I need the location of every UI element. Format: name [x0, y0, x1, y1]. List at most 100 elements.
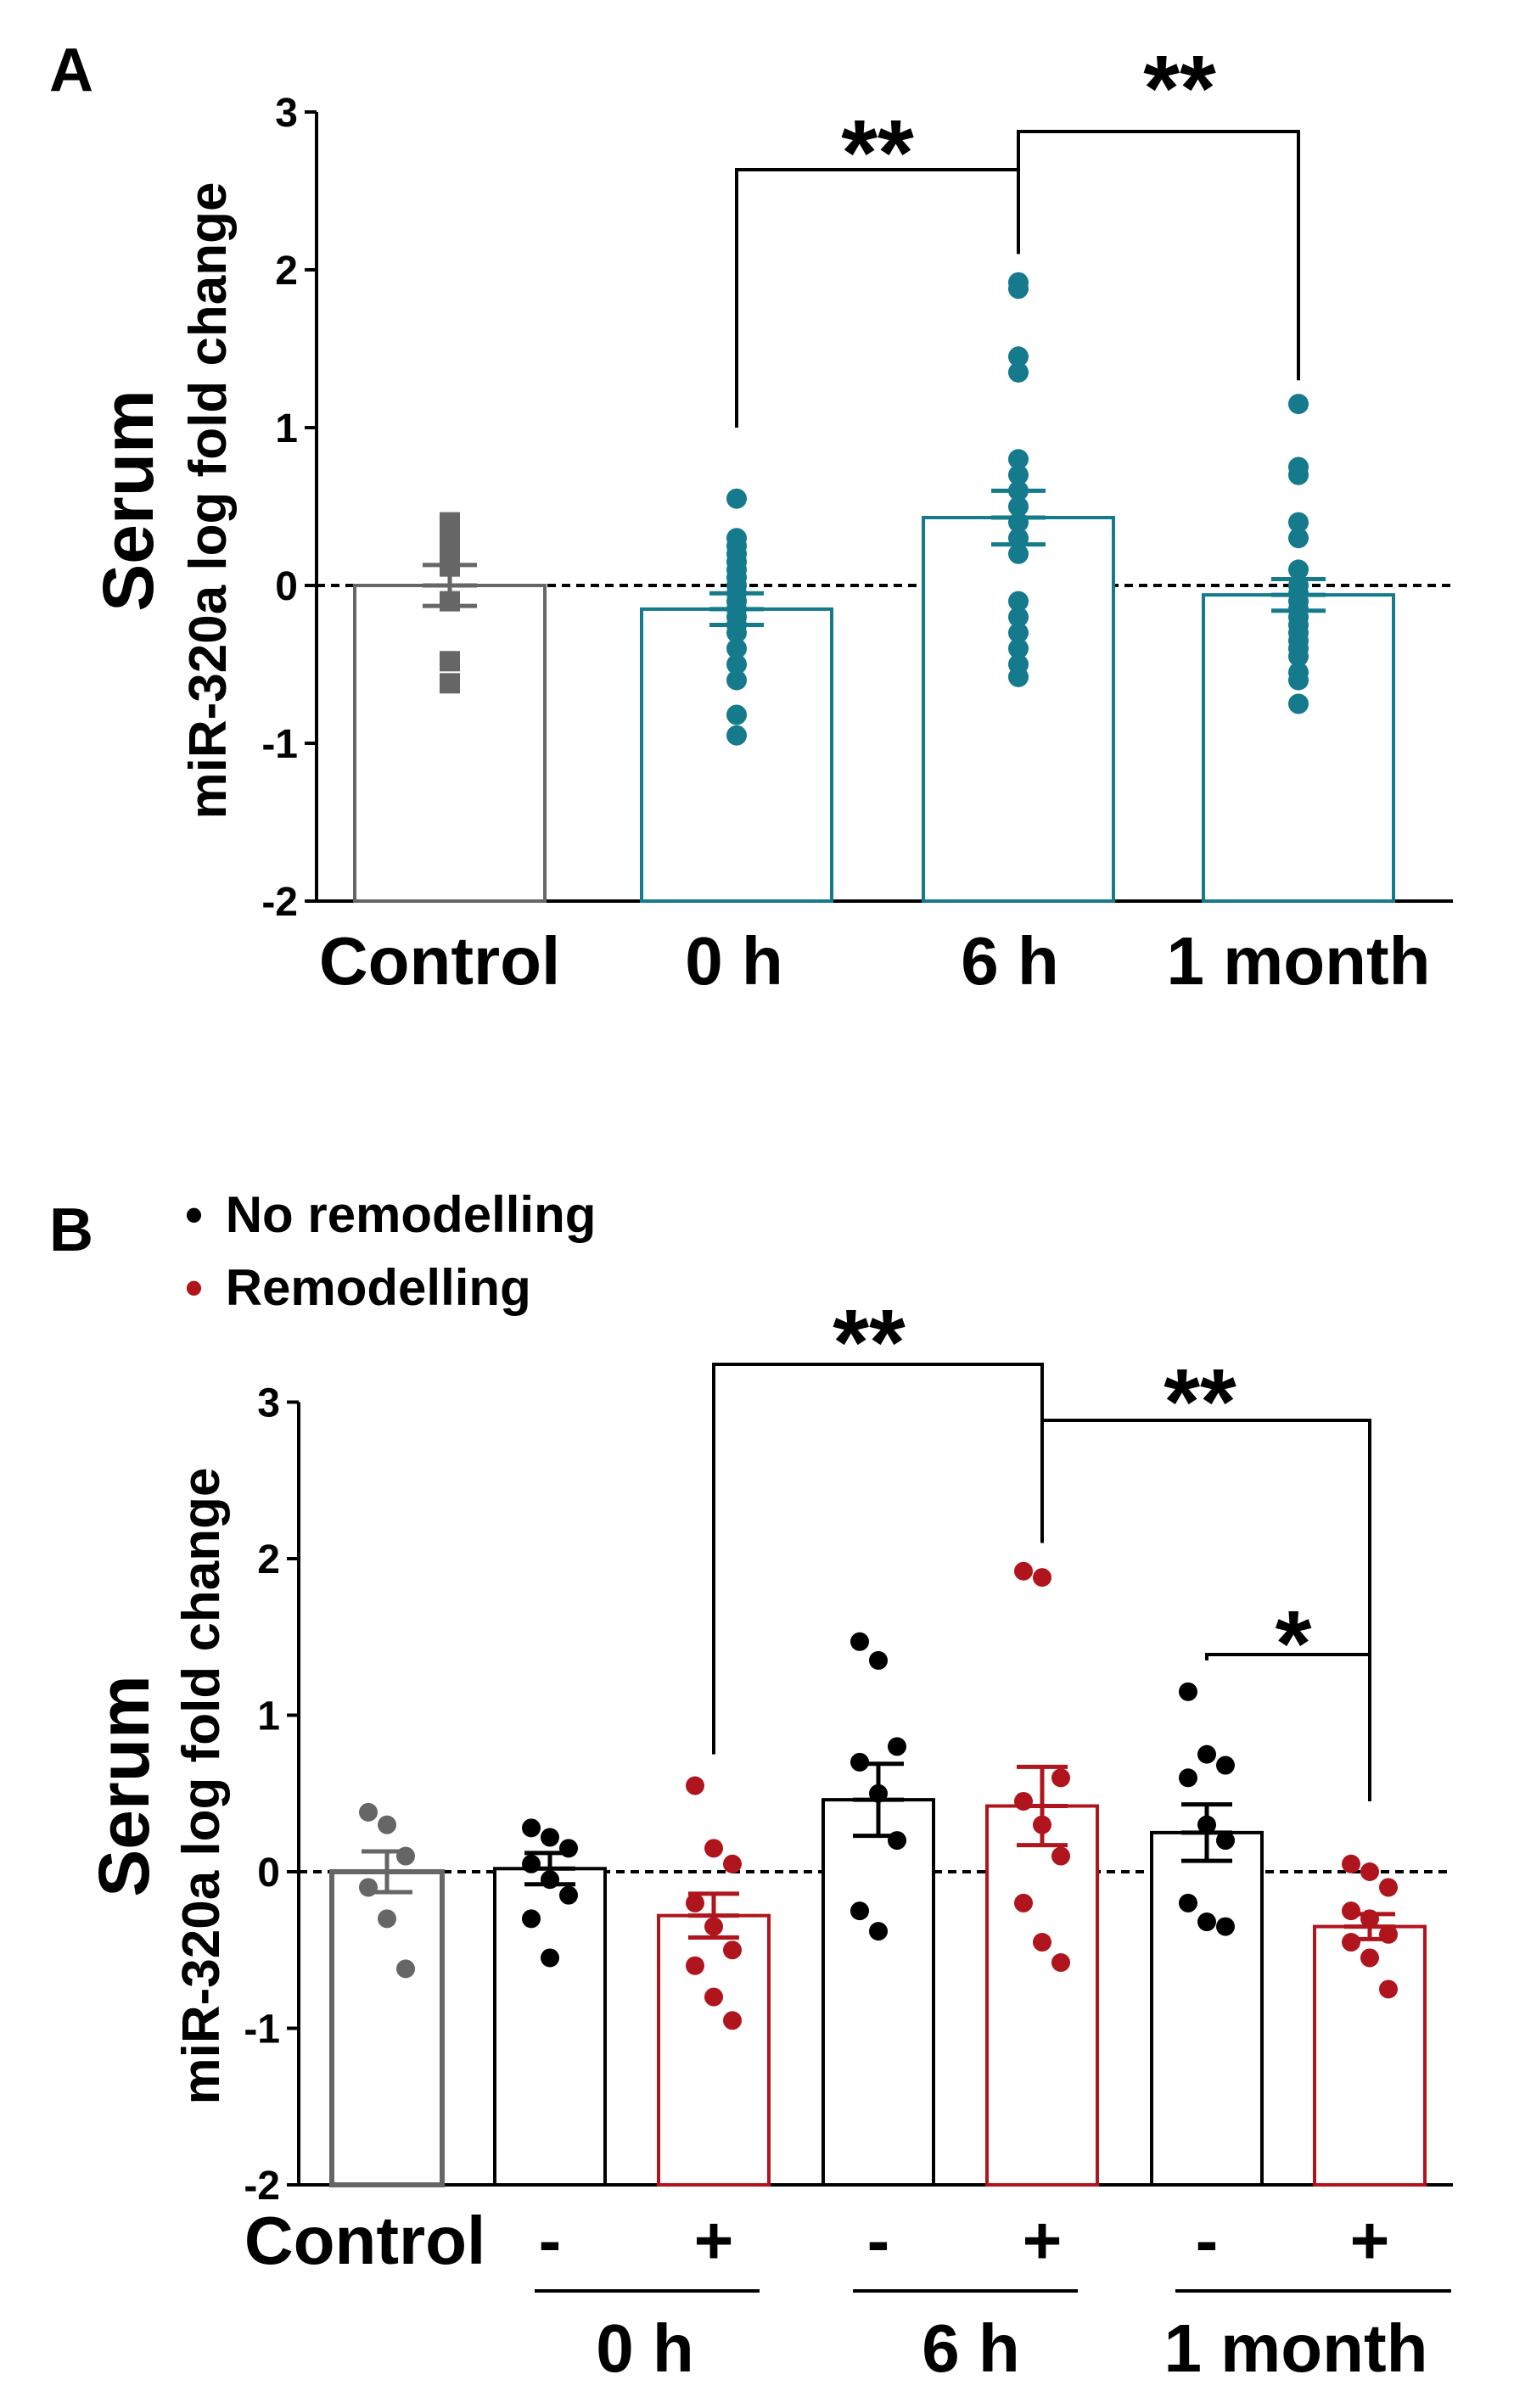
panel-b-data-point — [522, 1818, 541, 1838]
panel-b-group-label: 6 h — [922, 2310, 1020, 2386]
panel-b-data-point — [1342, 1854, 1360, 1873]
panel-b-sign-label: + — [694, 2203, 734, 2278]
panel-a-data-point — [1008, 449, 1029, 470]
panel-b: B • No remodelling • Remodelling Serum m… — [49, 1186, 1453, 2386]
panel-a-data-point — [1288, 464, 1309, 485]
panel-b-bar — [821, 1798, 935, 2187]
panel-a-bar — [922, 516, 1115, 904]
panel-b-data-point — [522, 1909, 541, 1929]
panel-b-ytick-label: -2 — [244, 2164, 280, 2209]
panel-a-data-point — [1008, 346, 1029, 367]
panel-b-sign-label: + — [1350, 2203, 1390, 2278]
panel-a-data-point — [726, 638, 747, 659]
panel-a-data-point — [1288, 693, 1309, 714]
panel-a-ylabel-serum: Serum — [88, 389, 168, 611]
panel-a-bar — [353, 584, 547, 903]
legend: • No remodelling • Remodelling — [185, 1186, 596, 1316]
panel-b-data-point — [1360, 1862, 1379, 1881]
panel-a-ytick-label: 3 — [275, 91, 298, 136]
panel-b-sign-label: - — [867, 2203, 890, 2278]
panel-b-bar — [1150, 1830, 1264, 2187]
panel-b-data-point — [1179, 1768, 1197, 1788]
panel-b-data-point — [1033, 1568, 1051, 1588]
panel-a-data-point — [1288, 669, 1309, 691]
panel-a-ytick-label: -2 — [261, 880, 298, 925]
panel-b-data-point — [1379, 1980, 1398, 1999]
panel-a-data-point — [1008, 278, 1029, 300]
panel-b-sign-label: - — [539, 2203, 562, 2278]
legend-bullet-black: • — [185, 1186, 203, 1243]
panel-b-data-point — [686, 1893, 704, 1912]
panel-a-bracket-6h-1month — [1017, 130, 1300, 381]
panel-b-data-point — [1051, 1953, 1070, 1973]
panel-b-data-point — [541, 1828, 559, 1847]
panel-a-significance-6h-1month: ** — [1143, 36, 1216, 141]
panel-b-group-label: 0 h — [596, 2310, 694, 2386]
panel-b-significance-6h-1month: ** — [1164, 1350, 1236, 1454]
panel-a-ytick-label: 2 — [275, 249, 298, 294]
panel-b-data-point — [559, 1885, 578, 1905]
panel-a-bracket-0h-6h — [735, 168, 1020, 428]
panel-a-category-label: 0 h — [685, 923, 783, 999]
panel-a-data-point — [726, 725, 747, 746]
panel-b-bar — [657, 1913, 771, 2187]
panel-a-ytick-label: 0 — [275, 564, 298, 609]
panel-a-data-point — [726, 622, 747, 643]
panel-b-ytick-label: 1 — [257, 1694, 280, 1739]
panel-b-data-point — [888, 1737, 906, 1756]
panel-b-ytick-label: 0 — [257, 1851, 280, 1896]
panel-b-bracket-1month — [1205, 1653, 1370, 1660]
panel-b-data-point — [396, 1959, 415, 1979]
panel-a-data-point — [726, 488, 747, 509]
panel-b-label: B — [49, 1196, 93, 1264]
panel-b-ytick-label: 2 — [257, 1537, 280, 1582]
panel-a-data-point — [1008, 666, 1029, 687]
panel-b-data-point — [704, 1839, 723, 1858]
panel-b-data-point — [850, 1901, 869, 1921]
panel-a-data-point — [1288, 528, 1309, 549]
panel-b-data-point — [1216, 1756, 1235, 1775]
panel-a-ytick-label: -1 — [261, 722, 298, 767]
panel-b-data-point — [723, 2011, 742, 2030]
panel-b-data-point — [704, 1987, 723, 2007]
panel-a-data-point — [1288, 512, 1309, 533]
panel-a-category-label: Control — [319, 923, 560, 999]
panel-b-data-point — [686, 1776, 704, 1795]
panel-b-data-point — [1360, 1948, 1379, 1968]
panel-a-data-point — [726, 654, 747, 675]
panel-b-ytick-label: -1 — [244, 2008, 280, 2052]
panel-b-data-point — [686, 1956, 704, 1975]
panel-b-data-point — [1051, 1846, 1070, 1866]
panel-a-data-point — [726, 704, 747, 725]
panel-b-sign-label: + — [1023, 2203, 1063, 2278]
panel-a-data-point — [726, 669, 747, 691]
panel-b-data-point — [1216, 1831, 1235, 1851]
panel-b-bracket-6h-1month — [1040, 1364, 1371, 1801]
panel-a-ytick-label: 1 — [275, 406, 298, 451]
panel-b-data-point — [378, 1815, 396, 1834]
panel-b-bar — [493, 1867, 607, 2187]
panel-a: A Serum miR-320a log fold change 3 2 1 0 -1 -… — [49, 36, 1453, 999]
panel-b-group-label: 1 month — [1164, 2310, 1427, 2386]
panel-b-data-point — [869, 1650, 888, 1670]
legend-bullet-red: • — [185, 1259, 203, 1316]
panel-b-category-label: Control — [244, 2203, 485, 2278]
panel-b-data-point — [1014, 1561, 1033, 1581]
panel-a-data-point — [1288, 559, 1309, 580]
panel-b-significance-1month: * — [1276, 1592, 1312, 1696]
panel-a-data-point — [1288, 646, 1309, 667]
legend-item-remodelling: • Remodelling — [185, 1259, 531, 1316]
panel-a-data-point — [1008, 638, 1029, 659]
panel-b-data-point — [1342, 1933, 1360, 1952]
panel-a-category-label: 1 month — [1166, 923, 1430, 999]
panel-a-label: A — [49, 36, 93, 104]
panel-b-data-point — [1033, 1933, 1051, 1952]
panel-b-data-point — [723, 1854, 742, 1873]
panel-b-data-point — [1197, 1744, 1216, 1764]
panel-a-data-point — [1008, 543, 1029, 564]
panel-a-significance-0h-6h: ** — [841, 101, 914, 205]
panel-a-data-point — [1008, 361, 1029, 383]
panel-b-data-point — [541, 1948, 559, 1968]
panel-a-data-point — [1008, 607, 1029, 628]
